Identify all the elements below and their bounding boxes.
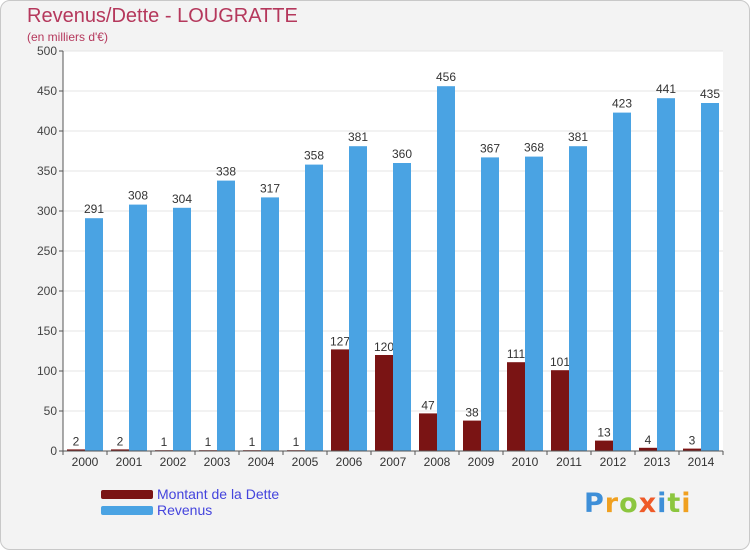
data-label-dette: 13 — [597, 426, 611, 440]
x-tick-label: 2014 — [688, 455, 715, 469]
y-tick-label: 100 — [37, 364, 57, 378]
data-label-revenus: 441 — [656, 82, 676, 96]
legend-label-revenus: Revenus — [157, 502, 213, 518]
bar-revenus — [217, 180, 235, 451]
data-label-dette: 2 — [73, 434, 80, 448]
data-label-dette: 1 — [293, 435, 300, 449]
data-label-dette: 1 — [249, 435, 256, 449]
data-label-revenus: 381 — [568, 130, 588, 144]
bar-revenus — [481, 157, 499, 451]
data-label-dette: 47 — [421, 398, 435, 412]
bar-dette — [595, 440, 613, 451]
bar-revenus — [569, 146, 587, 451]
bar-dette — [67, 449, 85, 451]
bar-dette — [331, 349, 349, 451]
x-tick-label: 2002 — [160, 455, 187, 469]
data-label-dette: 3 — [689, 434, 696, 448]
legend-swatch-dette — [101, 490, 153, 499]
data-label-dette: 4 — [645, 433, 652, 447]
x-tick-label: 2007 — [380, 455, 407, 469]
proxiti-logo: Proxiti — [584, 488, 692, 519]
bar-revenus — [657, 98, 675, 451]
data-label-dette: 111 — [507, 347, 526, 361]
data-label-dette: 101 — [550, 355, 570, 369]
bar-revenus — [437, 86, 455, 451]
x-tick-label: 2013 — [644, 455, 671, 469]
x-tick-label: 2001 — [116, 455, 143, 469]
chart-title: Revenus/Dette - LOUGRATTE — [27, 5, 298, 27]
data-label-revenus: 291 — [84, 202, 104, 216]
y-tick-label: 350 — [37, 164, 57, 178]
data-label-revenus: 358 — [304, 149, 324, 163]
data-label-revenus: 381 — [348, 130, 368, 144]
logo-letter: o — [619, 488, 639, 519]
bar-dette — [419, 413, 437, 451]
x-tick-label: 2006 — [336, 455, 363, 469]
data-label-revenus: 317 — [260, 181, 280, 195]
x-tick-label: 2005 — [292, 455, 319, 469]
bar-revenus — [173, 207, 191, 451]
bar-dette — [111, 449, 129, 451]
bar-revenus — [305, 164, 323, 451]
bar-dette — [375, 355, 393, 451]
data-label-revenus: 456 — [436, 70, 456, 84]
y-tick-label: 400 — [37, 124, 57, 138]
logo-letter: P — [584, 488, 605, 519]
bar-revenus — [349, 146, 367, 451]
y-tick-label: 0 — [50, 444, 57, 458]
bar-dette — [551, 370, 569, 451]
data-label-revenus: 367 — [480, 141, 500, 155]
logo-letter: i — [681, 488, 692, 519]
y-tick-label: 150 — [37, 324, 57, 338]
y-tick-label: 500 — [37, 44, 57, 58]
x-tick-label: 2010 — [512, 455, 539, 469]
logo-letter: i — [657, 488, 668, 519]
data-label-dette: 38 — [465, 406, 479, 420]
x-tick-label: 2012 — [600, 455, 627, 469]
y-tick-label: 450 — [37, 84, 57, 98]
x-tick-label: 2009 — [468, 455, 495, 469]
logo-letter: x — [638, 488, 658, 519]
legend-swatch-revenus — [101, 506, 153, 515]
data-label-dette: 1 — [205, 435, 212, 449]
data-label-revenus: 308 — [128, 189, 148, 203]
data-label-revenus: 338 — [216, 165, 236, 179]
bar-dette — [639, 447, 657, 451]
x-tick-label: 2008 — [424, 455, 451, 469]
bar-revenus — [129, 204, 147, 451]
data-label-revenus: 435 — [700, 87, 720, 101]
logo-letter: t — [667, 488, 682, 519]
data-label-dette: 120 — [374, 340, 394, 354]
data-label-revenus: 360 — [392, 147, 412, 161]
bar-dette — [463, 420, 481, 451]
x-tick-label: 2011 — [556, 455, 582, 469]
bar-revenus — [261, 197, 279, 451]
chart-subtitle: (en milliers d'€) — [27, 30, 108, 44]
bar-revenus — [613, 112, 631, 451]
logo-letter: r — [604, 488, 620, 519]
bar-revenus — [85, 218, 103, 451]
y-tick-label: 300 — [37, 204, 57, 218]
data-label-revenus: 423 — [612, 97, 632, 111]
bar-revenus — [393, 163, 411, 451]
bar-revenus — [525, 156, 543, 451]
bar-revenus — [701, 103, 719, 451]
data-label-revenus: 368 — [524, 141, 544, 155]
bar-dette — [507, 362, 525, 451]
legend-label-dette: Montant de la Dette — [157, 486, 280, 502]
y-tick-label: 200 — [37, 284, 57, 298]
x-tick-label: 2000 — [72, 455, 99, 469]
data-label-revenus: 304 — [172, 192, 192, 206]
bar-dette — [683, 448, 701, 451]
data-label-dette: 127 — [330, 334, 350, 348]
x-tick-label: 2004 — [248, 455, 275, 469]
data-label-dette: 1 — [161, 435, 168, 449]
data-label-dette: 2 — [117, 434, 124, 448]
x-tick-label: 2003 — [204, 455, 231, 469]
y-tick-label: 50 — [44, 404, 58, 418]
y-tick-label: 250 — [37, 244, 57, 258]
